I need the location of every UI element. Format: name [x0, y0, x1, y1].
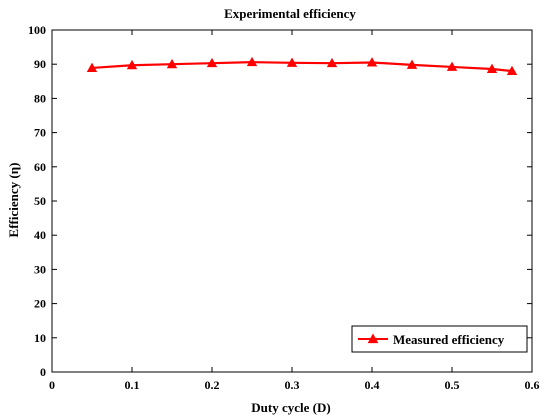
y-tick-label: 60: [34, 160, 46, 174]
data-point-marker: [506, 65, 518, 76]
x-tick-label: 0.1: [125, 378, 140, 392]
chart-title: Experimental efficiency: [224, 6, 356, 21]
y-tick-label: 20: [34, 297, 46, 311]
y-tick-label: 0: [40, 365, 46, 379]
data-point-marker: [246, 56, 258, 67]
y-axis-ticks: 0 10 20 30 40 50 60 70 80 90 100: [28, 23, 532, 379]
x-tick-label: 0.2: [205, 378, 220, 392]
data-point-marker: [406, 59, 418, 69]
y-axis-label: Efficiency (η): [6, 163, 21, 238]
x-axis-ticks: 0 0.1 0.2 0.3 0.4 0.5 0.6: [49, 30, 540, 392]
x-tick-label: 0.6: [525, 378, 540, 392]
data-point-marker: [206, 57, 218, 68]
y-tick-label: 50: [34, 194, 46, 208]
data-point-marker: [446, 61, 458, 71]
x-tick-label: 0.4: [365, 378, 380, 392]
data-point-marker: [326, 57, 338, 68]
legend: Measured efficiency: [351, 325, 528, 353]
legend-entry-measured-efficiency: Measured efficiency: [393, 332, 505, 347]
x-tick-label: 0: [49, 378, 55, 392]
data-point-marker: [486, 63, 498, 73]
plot-area-frame: [51, 29, 533, 373]
y-tick-label: 90: [34, 57, 46, 71]
y-tick-label: 30: [34, 262, 46, 276]
series-layer: [86, 56, 518, 76]
y-tick-label: 70: [34, 126, 46, 140]
x-tick-label: 0.5: [445, 378, 460, 392]
y-tick-label: 80: [34, 91, 46, 105]
data-point-marker: [366, 57, 378, 67]
y-tick-label: 100: [28, 23, 46, 37]
y-tick-label: 10: [34, 331, 46, 345]
data-point-marker: [166, 58, 178, 69]
legend-triangle-marker: [367, 333, 379, 344]
x-tick-label: 0.3: [285, 378, 300, 392]
x-axis-label: Duty cycle (D): [251, 400, 330, 415]
data-point-marker: [86, 62, 98, 72]
data-point-marker: [126, 59, 138, 70]
data-point-marker: [286, 57, 298, 67]
series-line-measured-efficiency: [91, 61, 513, 73]
y-tick-label: 40: [34, 228, 46, 242]
